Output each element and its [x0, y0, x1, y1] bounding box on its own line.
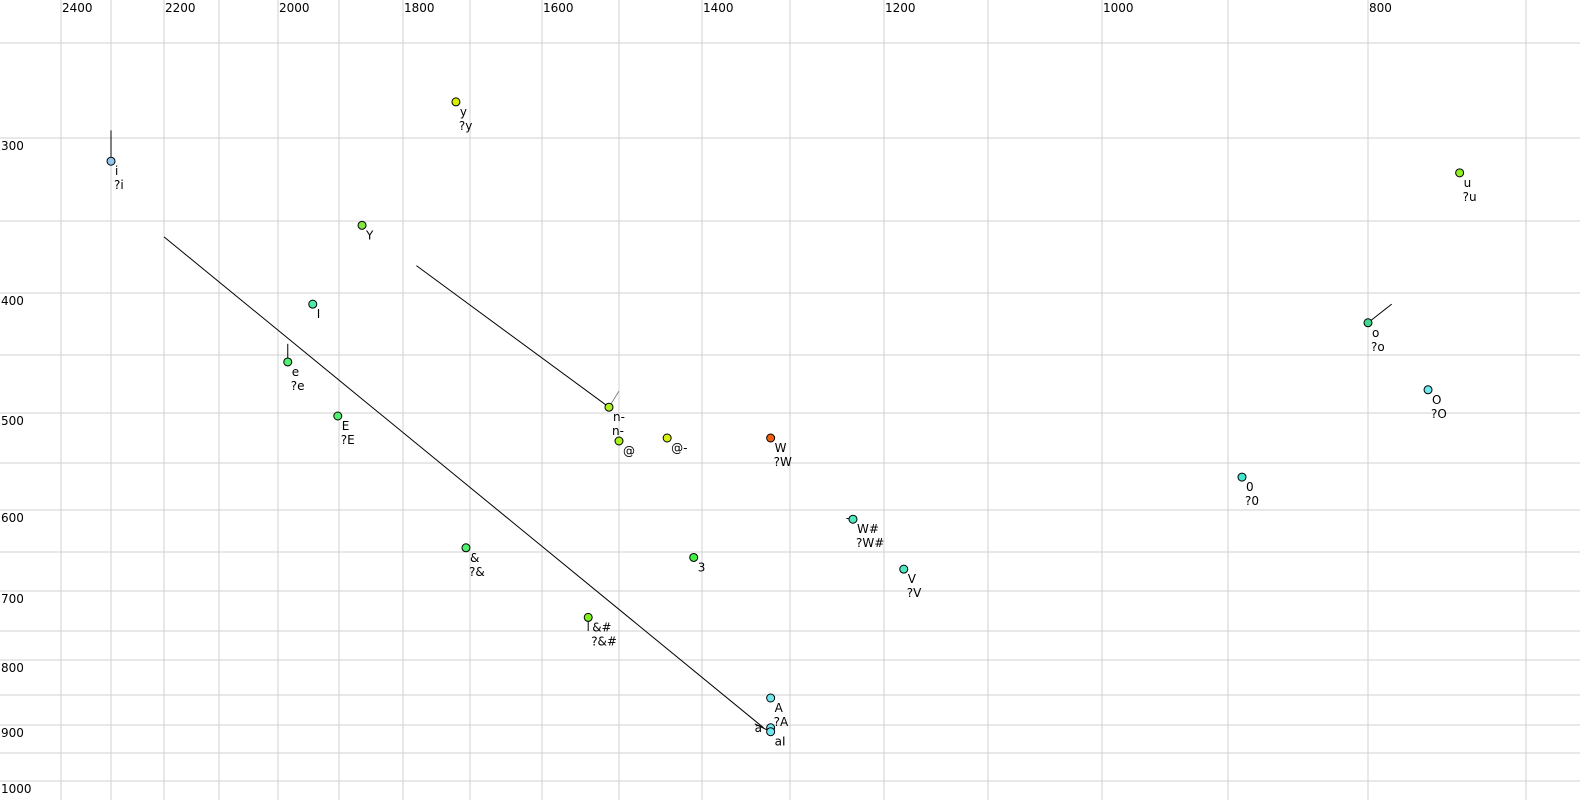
data-point: [357, 220, 367, 230]
point-label: Y: [365, 228, 374, 242]
y-tick-label: 1000: [1, 782, 32, 796]
point-label-secondary: ?A: [774, 715, 789, 729]
data-point: [451, 97, 461, 107]
point-tail: [1367, 303, 1393, 324]
data-point: [1237, 472, 1247, 482]
point-label: A: [775, 701, 784, 715]
point-label: @-: [671, 441, 687, 455]
data-point: [333, 411, 343, 421]
point-label: W: [775, 441, 787, 455]
x-tick-label: 1600: [543, 1, 574, 15]
point-label-secondary: ?0: [1245, 494, 1259, 508]
data-point: [614, 436, 624, 446]
data-point: [689, 552, 699, 562]
data-point: [848, 514, 858, 524]
point-label: W#: [857, 522, 879, 536]
y-tick-label: 400: [1, 294, 24, 308]
point-label-secondary: n-: [612, 424, 624, 438]
point-label-secondary: ?y: [459, 119, 472, 133]
point-label: o: [1372, 326, 1379, 340]
point-label-secondary: ?W#: [856, 536, 884, 550]
point-label: 3: [698, 560, 706, 574]
x-tick-label: 1000: [1103, 1, 1134, 15]
y-tick-label: 500: [1, 414, 24, 428]
x-tick-label: 800: [1369, 1, 1392, 15]
data-point: [583, 612, 593, 622]
x-tick-label: 1800: [404, 1, 435, 15]
point-label: u: [1464, 176, 1472, 190]
x-tick-label: 2000: [279, 1, 310, 15]
trajectories: [163, 236, 764, 729]
data-point: [106, 156, 116, 166]
point-label-secondary: ?E: [341, 433, 355, 447]
x-tick-label: 1200: [885, 1, 916, 15]
x-tick-label: 1400: [703, 1, 734, 15]
point-label: 0: [1246, 480, 1254, 494]
point-label: @: [623, 444, 635, 458]
data-point: [766, 693, 776, 703]
trajectory-line: [163, 236, 764, 729]
data-point: [604, 402, 614, 412]
point-label-secondary: ?O: [1431, 407, 1447, 421]
trajectory-line: [416, 265, 610, 408]
point-label-secondary: ?V: [907, 586, 922, 600]
data-point: [1423, 385, 1433, 395]
tick-labels: 2400 2200 2000 1800 1600 1400 1200 1000 800 300 40…: [1, 1, 1392, 796]
x-tick-label: 2200: [165, 1, 196, 15]
point-label: I: [317, 307, 321, 321]
data-point: [662, 433, 672, 443]
y-tick-label: 800: [1, 661, 24, 675]
point-label: &#: [592, 620, 611, 634]
y-tick-label: 700: [1, 592, 24, 606]
point-label-secondary: ?W: [774, 455, 792, 469]
data-point: [1363, 318, 1373, 328]
point-label: &: [470, 551, 479, 565]
point-label-secondary: ?u: [1463, 190, 1477, 204]
data-point: [766, 727, 776, 737]
data-point: [899, 564, 909, 574]
point-label: E: [342, 419, 350, 433]
point-label-secondary: ?e: [291, 379, 305, 393]
point-label: y: [460, 105, 467, 119]
y-tick-label: 900: [1, 726, 24, 740]
point-label: O: [1432, 393, 1441, 407]
data-point: [283, 357, 293, 367]
point-label-secondary: ?o: [1371, 340, 1385, 354]
y-tick-label: 300: [1, 139, 24, 153]
point-label: i: [115, 164, 118, 178]
data-point: [1455, 168, 1465, 178]
point-label-secondary: ?&: [469, 565, 485, 579]
y-tick-label: 600: [1, 511, 24, 525]
data-point: [461, 543, 471, 553]
point-label: e: [292, 365, 299, 379]
data-point: [308, 299, 318, 309]
point-label: V: [908, 572, 917, 586]
point-label-secondary: ?i: [114, 178, 124, 192]
point-label: n-: [613, 410, 625, 424]
data-point: [766, 433, 776, 443]
point-label: aI: [775, 735, 786, 749]
points: i?i y?y Y Ie?e E?E n-n- @ @- W?W W#?W# V?V 3 &?& &#?&…: [106, 97, 1477, 749]
point-label-secondary: ?&#: [591, 634, 617, 648]
x-tick-label: 2400: [62, 1, 93, 15]
point-label: a: [755, 721, 762, 735]
